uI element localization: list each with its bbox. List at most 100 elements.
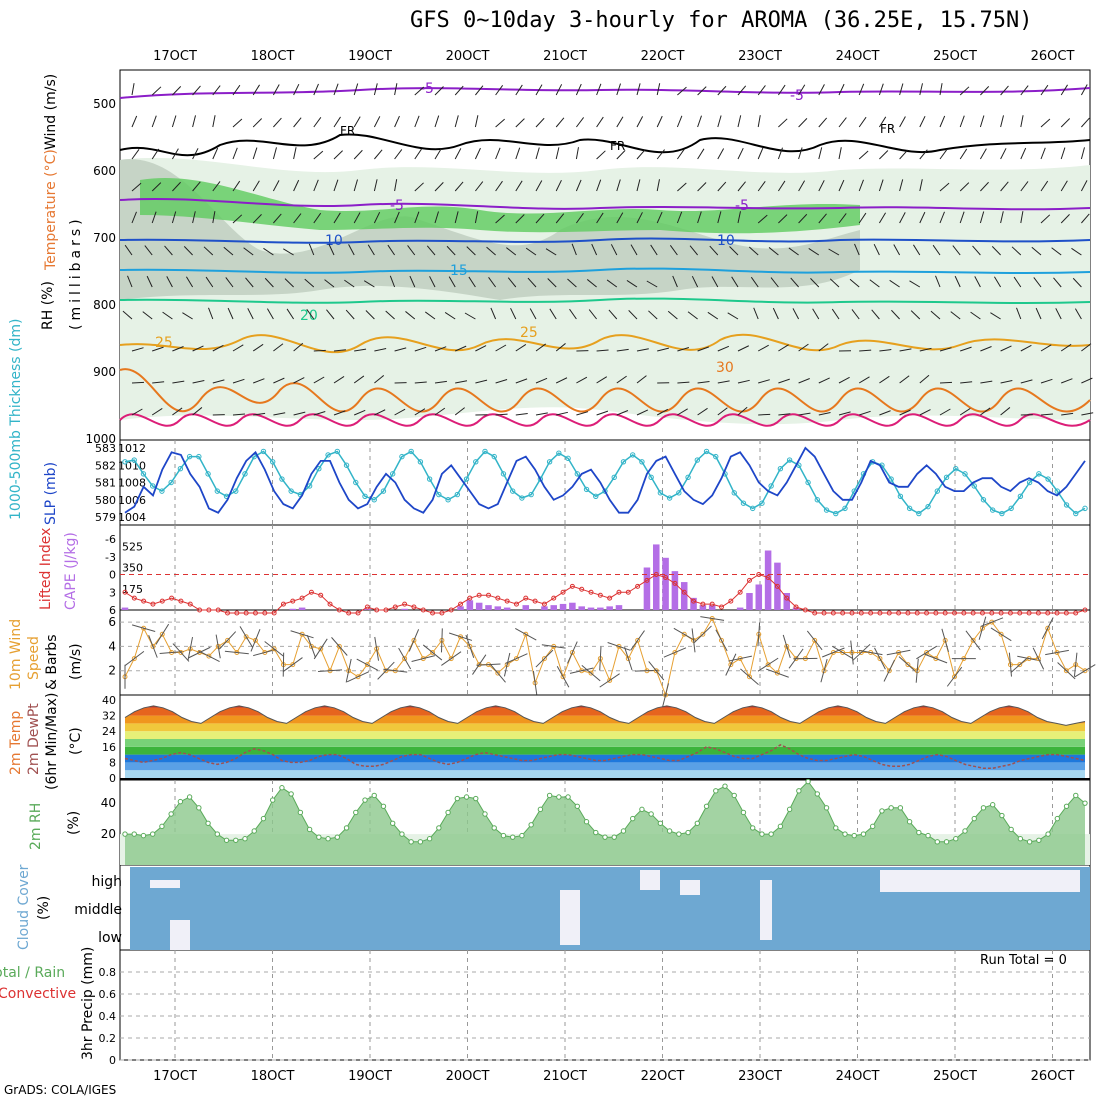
wind-barb <box>555 343 566 352</box>
wind-barb <box>974 276 981 288</box>
thickness-point <box>1082 505 1088 512</box>
precip-panel-labels: Total / Rain Convective 3hr Precip (mm) … <box>0 947 1067 1060</box>
wind-barb <box>575 83 582 96</box>
wind-barb <box>556 411 569 416</box>
thickness-point <box>426 476 433 482</box>
wind-barb <box>935 275 941 288</box>
wind-barb <box>596 410 609 416</box>
rh2m-point <box>288 791 294 797</box>
thickness-point <box>159 488 165 494</box>
wind-barb <box>812 308 820 320</box>
wind-barb <box>253 412 266 416</box>
li-point <box>924 610 930 616</box>
x-tick-label-bottom: 26OCT <box>1031 1069 1075 1084</box>
wind10-barb <box>765 668 789 678</box>
li-point <box>560 589 566 595</box>
wind-barb <box>394 179 398 192</box>
wind-barb <box>596 212 604 224</box>
wind-barb <box>192 345 204 352</box>
thickness-point <box>999 510 1005 517</box>
li-point <box>299 595 305 601</box>
li-point <box>989 610 995 616</box>
wind-barb <box>333 83 339 96</box>
li-point <box>1035 610 1041 616</box>
rh2m-point <box>685 829 691 836</box>
wind-barb <box>266 308 274 320</box>
wind-barb <box>831 308 840 320</box>
rh2m-point <box>168 811 174 817</box>
wind-barb <box>1081 377 1093 384</box>
wind-barb <box>495 214 505 224</box>
rh2m-point <box>260 815 267 822</box>
cape-bar <box>746 593 753 610</box>
slp-axis-label: SLP (mb) <box>43 462 59 525</box>
wind-barb <box>909 280 921 288</box>
li-tick-label: 3 <box>109 586 116 599</box>
precip-conv-label: Convective <box>0 986 76 1002</box>
li-point <box>653 572 659 577</box>
temp-band <box>125 739 1085 747</box>
wind-barb <box>838 83 845 96</box>
wind10-point <box>784 643 790 649</box>
li-point <box>430 610 436 616</box>
rh2m-point <box>842 831 848 837</box>
rh2m-point <box>417 839 424 845</box>
wind10-barb <box>898 656 918 674</box>
wind-barb <box>798 118 808 128</box>
wind10-barb <box>858 649 883 656</box>
cape-bar <box>652 544 660 610</box>
wind-barb <box>185 276 194 288</box>
temp2m-label-3: (6hr Min/Max) <box>44 693 60 790</box>
wind10-barb <box>148 635 158 658</box>
li-point <box>1026 610 1032 616</box>
wind-barb <box>939 347 952 352</box>
wind-barb <box>588 309 597 320</box>
wind-barb <box>1061 378 1073 384</box>
wind10-barb <box>306 634 316 658</box>
pressure-tick-label: 900 <box>93 365 116 379</box>
wind-barb <box>363 280 375 288</box>
li-point <box>392 604 398 610</box>
rh2m-point <box>879 808 885 814</box>
wind-barb <box>293 147 297 160</box>
wind10-point <box>1063 668 1069 674</box>
wind-barb <box>374 348 387 352</box>
thickness-point <box>353 479 359 486</box>
thickness-point <box>279 476 285 482</box>
li-point <box>830 610 836 616</box>
li-point <box>150 601 156 607</box>
li-point <box>280 601 286 607</box>
cape-bar <box>606 606 613 610</box>
wind-barb <box>707 311 719 320</box>
wind-barb <box>414 148 422 160</box>
wind10-point <box>812 637 818 643</box>
isotherm-m5-upper <box>119 87 1091 99</box>
wind-barb <box>394 149 403 160</box>
wind-barb <box>212 211 216 224</box>
thickness-point <box>288 488 294 494</box>
wind10-barb <box>782 634 791 659</box>
wind-barb <box>636 409 649 416</box>
wind-barb <box>919 179 923 192</box>
cape-bar <box>550 605 558 610</box>
contour-label: -5 <box>390 198 404 214</box>
li-point <box>998 610 1004 616</box>
wind-barb <box>879 375 890 384</box>
rh2m-point <box>186 794 193 800</box>
wind-barb <box>689 245 698 256</box>
thickness-point <box>362 493 368 499</box>
wind-barb <box>510 307 517 320</box>
li-point <box>625 589 631 595</box>
wind-barb <box>656 149 665 160</box>
wind-barb <box>818 412 831 416</box>
wind-barb <box>980 181 989 192</box>
cape-bar <box>475 602 483 610</box>
wind10-point <box>131 656 137 662</box>
wind-barb <box>737 345 750 352</box>
wind-barb <box>960 346 972 352</box>
rh2m-point <box>768 831 774 837</box>
wind-barb <box>152 346 164 352</box>
wind-barb <box>667 310 678 320</box>
wind-barb <box>273 213 282 224</box>
li-point <box>1007 610 1013 616</box>
